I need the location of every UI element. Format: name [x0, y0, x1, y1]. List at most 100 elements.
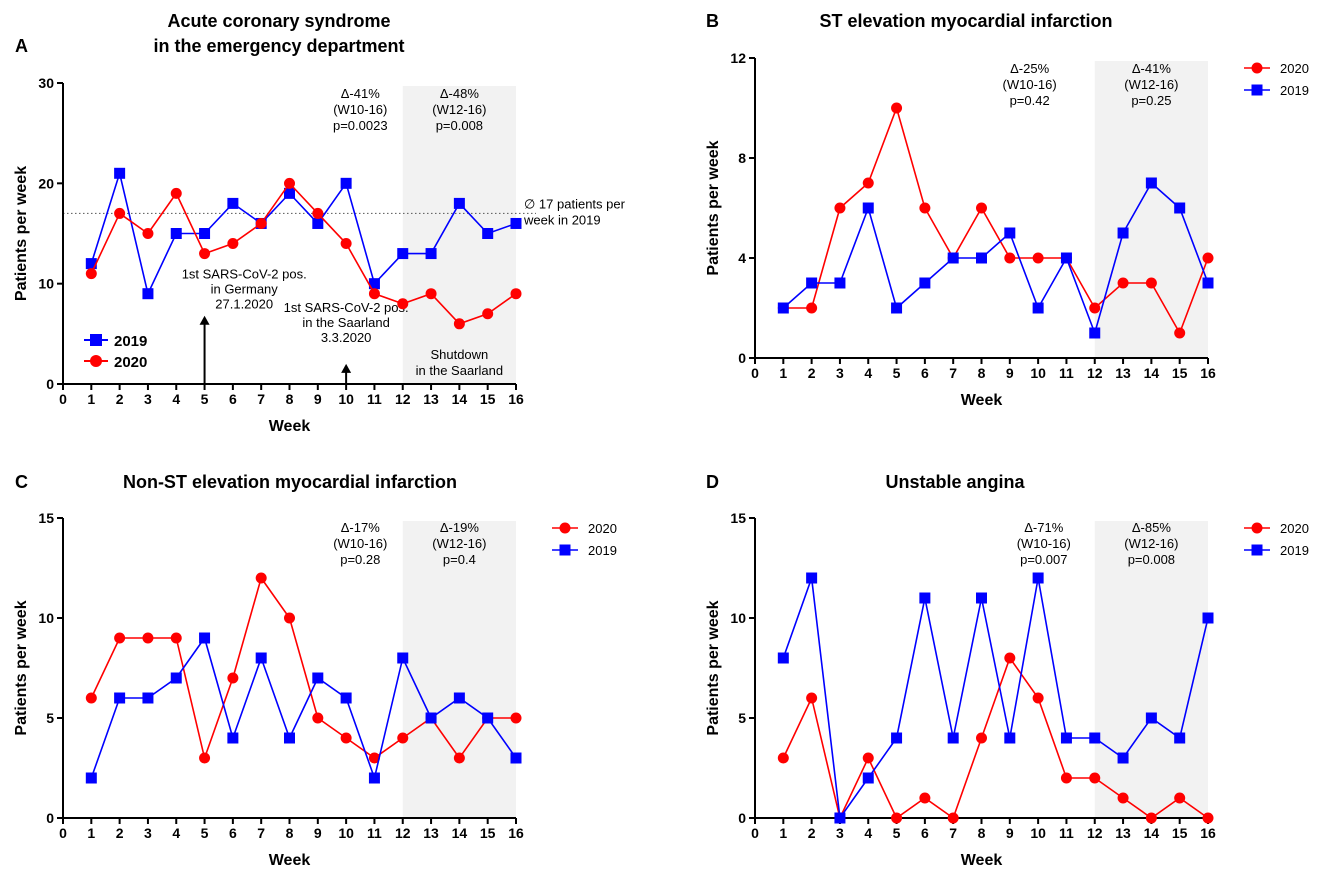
arrow-head — [341, 363, 352, 373]
y-axis-label: Patients per week — [13, 600, 30, 735]
point-2020 — [891, 102, 903, 114]
point-2020 — [1032, 692, 1044, 704]
x-tick-label: 15 — [480, 391, 496, 407]
y-tick-label: 8 — [738, 150, 746, 166]
point-2019 — [777, 302, 789, 314]
point-2019 — [806, 572, 818, 584]
point-2020 — [170, 187, 182, 199]
legend-marker — [90, 334, 102, 346]
point-2019 — [1032, 302, 1044, 314]
panel-letter: D — [706, 472, 719, 492]
annotation-text: (W10-16) — [1003, 77, 1057, 92]
point-2019 — [255, 652, 267, 664]
x-tick-label: 1 — [779, 825, 787, 841]
point-2019 — [170, 672, 182, 684]
point-2020 — [510, 288, 522, 300]
x-tick-label: 7 — [257, 825, 265, 841]
arrow-label: in Germany — [211, 282, 279, 297]
shutdown-shading — [402, 521, 516, 818]
x-tick-label: 1 — [779, 365, 787, 381]
point-2019 — [1089, 732, 1101, 744]
point-2019 — [312, 672, 324, 684]
reference-label: ∅ 17 patients per — [524, 196, 626, 211]
point-2020 — [834, 202, 846, 214]
annotation-text: Δ-17% — [341, 520, 380, 535]
point-2020 — [114, 632, 126, 644]
point-2020 — [1117, 277, 1129, 289]
x-tick-label: 15 — [480, 825, 496, 841]
annotation-text: (W12-16) — [432, 102, 486, 117]
point-2020 — [1089, 772, 1101, 784]
point-2020 — [1089, 302, 1101, 314]
point-2020 — [85, 692, 97, 704]
point-2020 — [1004, 652, 1016, 664]
point-2019 — [397, 652, 409, 664]
point-2019 — [510, 752, 522, 764]
reference-label: week in 2019 — [523, 212, 601, 227]
point-2020 — [806, 692, 818, 704]
legend-label: 2020 — [1280, 61, 1309, 76]
point-2020 — [947, 812, 959, 824]
series-line-2020 — [783, 105, 1209, 335]
panel-letter: A — [15, 36, 28, 56]
x-tick-label: 0 — [751, 825, 759, 841]
x-tick-label: 9 — [1006, 365, 1014, 381]
point-2020 — [397, 298, 409, 310]
x-tick-label: 11 — [1059, 825, 1074, 841]
y-tick-label: 0 — [738, 350, 746, 366]
x-tick-label: 1 — [87, 825, 95, 841]
x-tick-label: 3 — [144, 825, 152, 841]
point-2019 — [1004, 227, 1016, 239]
x-tick-label: 8 — [978, 365, 986, 381]
y-tick-label: 4 — [738, 250, 746, 266]
x-tick-label: 14 — [452, 825, 468, 841]
point-2019 — [227, 197, 239, 209]
x-axis-label: Week — [961, 852, 1003, 869]
x-tick-label: 12 — [1087, 825, 1103, 841]
point-2019 — [227, 732, 239, 744]
x-tick-label: 7 — [949, 365, 957, 381]
legend-marker — [1251, 84, 1263, 96]
x-tick-label: 13 — [423, 825, 439, 841]
x-tick-label: 12 — [395, 825, 411, 841]
y-tick-label: 10 — [38, 276, 54, 292]
point-2020 — [1202, 812, 1214, 824]
point-2020 — [453, 318, 465, 330]
y-tick-label: 5 — [738, 710, 746, 726]
y-tick-label: 15 — [730, 510, 746, 526]
x-tick-label: 8 — [286, 391, 294, 407]
point-2020 — [312, 712, 324, 724]
point-2019 — [891, 732, 903, 744]
annotation-text: p=0.42 — [1010, 93, 1050, 108]
x-tick-label: 9 — [314, 825, 322, 841]
y-tick-label: 10 — [38, 610, 54, 626]
x-tick-label: 6 — [921, 365, 929, 381]
x-tick-label: 8 — [978, 825, 986, 841]
panel-letter: B — [706, 11, 719, 31]
point-2020 — [1174, 327, 1186, 339]
x-tick-label: 4 — [864, 825, 872, 841]
point-2020 — [425, 288, 437, 300]
point-2020 — [862, 752, 874, 764]
x-tick-label: 14 — [1144, 825, 1160, 841]
legend-marker — [90, 355, 102, 367]
point-2020 — [255, 572, 267, 584]
point-2020 — [284, 612, 295, 624]
legend-marker — [1251, 544, 1263, 556]
point-2020 — [199, 248, 211, 260]
annotation-text: p=0.0023 — [333, 118, 388, 133]
point-2020 — [453, 752, 465, 764]
x-tick-label: 3 — [836, 365, 844, 381]
annotation-text: (W12-16) — [1124, 77, 1178, 92]
point-2020 — [510, 712, 522, 724]
annotation-text: Δ-41% — [341, 86, 380, 101]
series-line-2020 — [90, 576, 516, 761]
x-tick-label: 2 — [116, 825, 124, 841]
point-2020 — [340, 732, 352, 744]
x-tick-label: 16 — [508, 391, 524, 407]
x-tick-label: 14 — [452, 391, 468, 407]
legend-marker — [1251, 522, 1263, 534]
point-2019 — [891, 302, 903, 314]
annotation-text: Δ-71% — [1024, 520, 1063, 535]
